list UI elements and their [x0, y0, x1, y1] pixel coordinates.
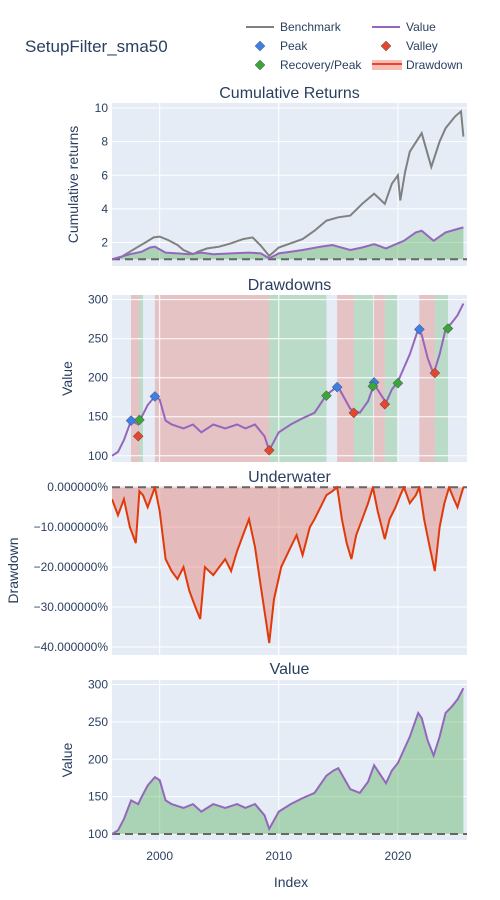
- y-tick-label: 0.000000%: [47, 480, 108, 494]
- peak-marker: [413, 323, 425, 335]
- plot-content: [112, 109, 467, 261]
- recovery-marker: [392, 377, 404, 389]
- recovery-marker: [134, 414, 145, 426]
- value-gain-area: [112, 227, 464, 260]
- legend-label-benchmark: Benchmark: [280, 20, 342, 34]
- plot-area: [112, 295, 467, 462]
- drawdown-span: [374, 295, 385, 462]
- value-area: [112, 688, 464, 835]
- x-tick-label: 2010: [265, 849, 292, 863]
- y-axis-title: Cumulative returns: [65, 126, 81, 244]
- plot-area: [112, 680, 467, 840]
- drawdown-line: [112, 486, 465, 644]
- y-tick-label: 250: [88, 332, 108, 346]
- y-axis-title: Value: [59, 361, 75, 396]
- valley-marker: [429, 367, 441, 379]
- recovery-marker: [321, 390, 332, 402]
- legend-label-valley: Valley: [406, 39, 438, 53]
- valley-marker: [379, 398, 391, 410]
- y-tick-label: 300: [88, 293, 108, 307]
- drawdown-span: [337, 295, 354, 462]
- benchmark-line: [112, 109, 465, 261]
- legend-label-drawdown: Drawdown: [406, 58, 463, 72]
- legend-swatch-recovery-peak: [254, 59, 266, 71]
- panel-title: Underwater: [248, 469, 331, 486]
- y-tick-label: 6: [101, 168, 108, 182]
- panel-title: Drawdowns: [248, 277, 332, 294]
- drawdown-span: [131, 295, 140, 462]
- recovery-span: [434, 295, 448, 462]
- valley-marker: [132, 430, 144, 442]
- y-tick-label: 150: [88, 410, 108, 424]
- x-tick-label: 2000: [146, 849, 173, 863]
- y-axis-title: Value: [59, 742, 75, 777]
- legend-swatch-valley: [380, 40, 392, 52]
- drawdown-span: [154, 295, 270, 462]
- legend-label-value: Value: [406, 20, 436, 34]
- x-tick-label: 2020: [385, 849, 412, 863]
- x-axis-title: Index: [274, 874, 308, 890]
- panel-4: 100 150 200 250 300 Value Value 2000 2010 2020: [59, 661, 467, 863]
- chart-title: SetupFilter_sma50: [25, 37, 168, 56]
- value-line: [112, 687, 465, 835]
- drawdown-span: [419, 295, 435, 462]
- recovery-span: [139, 295, 143, 462]
- value-line: [112, 226, 464, 261]
- panel-2: 100 150 200 250 300 Drawdowns Value: [59, 277, 467, 463]
- legend-swatch-peak: [254, 40, 266, 52]
- plot-content: [112, 486, 467, 644]
- y-tick-label: 100: [88, 827, 108, 841]
- y-tick-label: −20.000000%: [34, 560, 109, 574]
- legend: Benchmark Value Peak Valley Recovery/Peak Dra…: [246, 20, 463, 72]
- y-tick-label: 200: [88, 752, 108, 766]
- valley-marker: [348, 407, 360, 419]
- y-tick-label: 100: [88, 449, 108, 463]
- peak-marker: [149, 391, 161, 402]
- underwater-area: [112, 487, 464, 643]
- panel-title: Value: [270, 661, 310, 678]
- recovery-marker: [367, 380, 379, 392]
- y-tick-label: 10: [95, 101, 109, 115]
- legend-label-recovery-peak: Recovery/Peak: [280, 58, 362, 72]
- panel-title: Cumulative Returns: [219, 85, 360, 102]
- recovery-span: [269, 295, 327, 462]
- y-tick-label: 150: [88, 790, 108, 804]
- legend-label-peak: Peak: [280, 39, 308, 53]
- y-tick-label: 300: [88, 677, 108, 691]
- panel-3: 0.000000% −10.000000% −20.000000% −30.00000…: [5, 469, 467, 655]
- y-tick-label: −10.000000%: [34, 520, 109, 534]
- y-tick-label: 4: [101, 202, 108, 216]
- recovery-span: [384, 295, 398, 462]
- y-axis-title: Drawdown: [5, 537, 21, 603]
- plot-content: [112, 687, 467, 836]
- y-tick-label: −30.000000%: [34, 600, 109, 614]
- y-tick-label: 250: [88, 715, 108, 729]
- y-tick-label: 2: [101, 235, 108, 249]
- recovery-span: [353, 295, 373, 462]
- peak-marker: [331, 381, 343, 393]
- plot-content: [112, 303, 465, 457]
- panels: 2 4 6 8 10 Cumulative Returns Cumulative retur…: [5, 85, 467, 863]
- panel-1: 2 4 6 8 10 Cumulative Returns Cumulative retur…: [65, 85, 467, 266]
- recovery-marker: [442, 323, 454, 334]
- y-tick-label: −40.000000%: [34, 640, 109, 654]
- y-tick-label: 8: [101, 135, 108, 149]
- valley-marker: [263, 444, 275, 456]
- peak-marker: [125, 415, 137, 426]
- y-tick-label: 200: [88, 371, 108, 385]
